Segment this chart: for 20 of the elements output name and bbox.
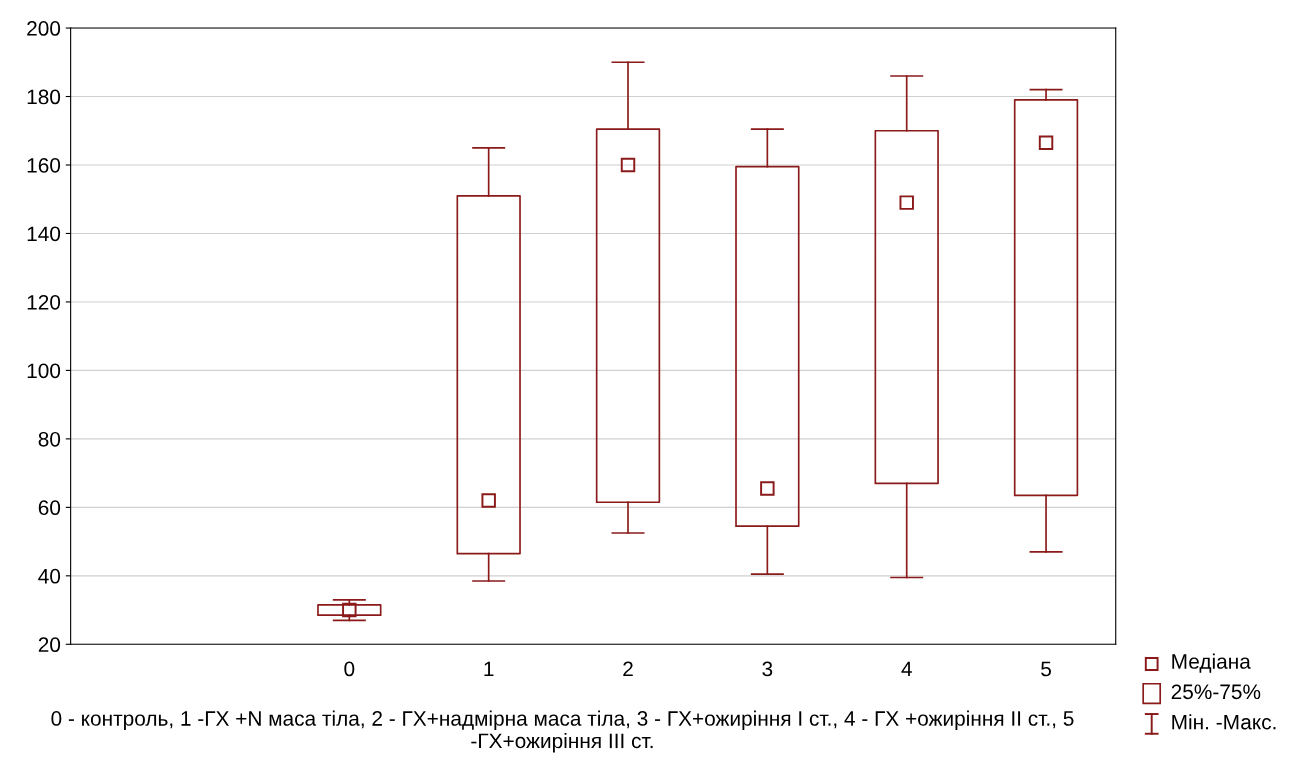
text: Мін. -Макс. — [1172, 714, 1276, 730]
y-tick-label: 140 — [27, 226, 61, 242]
y-tick-label: 60 — [38, 500, 61, 516]
y-tick-label: 120 — [27, 294, 61, 310]
x-axis-title: 0 - контроль, 1 -ГХ +N маса тіла, 2 - ГХ+надмірна маса тіла, 3 - ГХ+ожиріння І ст., 4 - ГХ +ожиріння ІІ ст., 5 -ГХ+ожиріння ІІІ ст. — [51, 710, 1074, 753]
y-tick-label: 200 — [27, 21, 61, 36]
text: 25%-75% — [1171, 684, 1261, 700]
x-tick-label: 4 — [901, 661, 912, 677]
y-tick-label: 40 — [38, 568, 61, 584]
x-tick-label: 2 — [623, 661, 633, 677]
y-tick-label: 80 — [38, 431, 61, 447]
text: Медіана — [1172, 653, 1251, 673]
x-tick-label: 0 — [344, 661, 355, 677]
y-tick-label: 180 — [27, 89, 61, 105]
y-tick-label: 160 — [27, 157, 61, 173]
y-tick-label: 20 — [38, 637, 61, 653]
x-tick-label: 5 — [1041, 661, 1051, 677]
x-tick-label: 1 — [484, 661, 494, 677]
x-tick-label: 3 — [762, 661, 773, 677]
y-tick-label: 100 — [27, 363, 61, 379]
